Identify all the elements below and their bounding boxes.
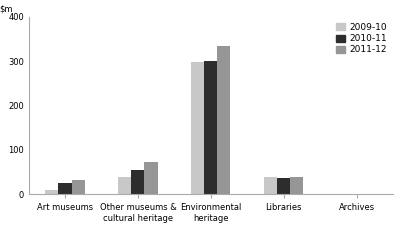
Bar xyxy=(204,61,218,194)
Bar xyxy=(131,170,145,194)
Bar xyxy=(118,177,131,194)
Text: $m: $m xyxy=(0,4,13,13)
Bar xyxy=(58,183,71,194)
Bar xyxy=(145,162,158,194)
Bar xyxy=(277,178,290,194)
Bar xyxy=(264,177,277,194)
Bar xyxy=(218,46,231,194)
Bar xyxy=(45,190,58,194)
Bar xyxy=(191,62,204,194)
Bar xyxy=(290,177,303,194)
Legend: 2009-10, 2010-11, 2011-12: 2009-10, 2010-11, 2011-12 xyxy=(334,21,388,56)
Bar xyxy=(71,180,85,194)
